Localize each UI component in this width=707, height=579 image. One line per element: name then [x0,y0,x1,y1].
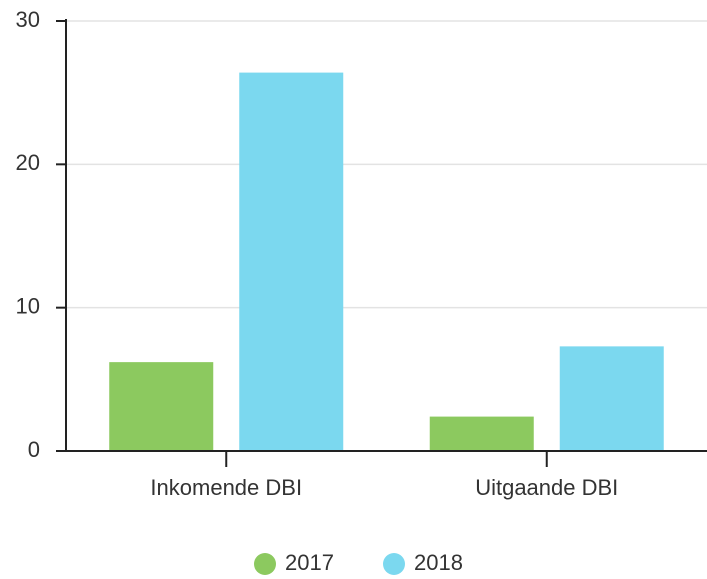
x-tick-label: Inkomende DBI [150,475,302,500]
bar [559,346,664,451]
bar [239,72,344,451]
y-tick-label: 10 [16,293,40,318]
legend-swatch [383,553,405,575]
y-tick-label: 30 [16,7,40,32]
legend-label: 2017 [285,550,334,575]
bar [109,362,214,451]
y-tick-label: 0 [28,437,40,462]
legend-swatch [254,553,276,575]
y-tick-label: 20 [16,150,40,175]
bar [429,416,534,451]
legend-label: 2018 [414,550,463,575]
x-tick-label: Uitgaande DBI [475,475,618,500]
